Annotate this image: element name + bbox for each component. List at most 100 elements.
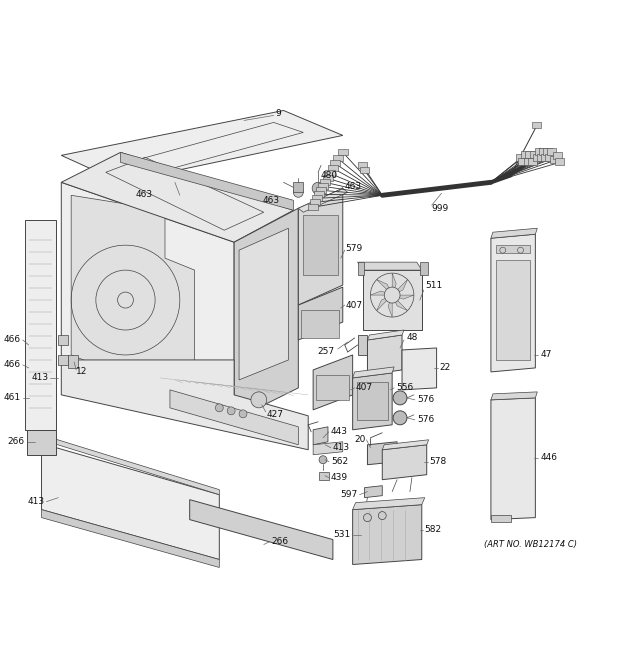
Polygon shape — [353, 498, 425, 510]
Text: 20: 20 — [354, 436, 365, 444]
Text: 427: 427 — [267, 410, 284, 419]
Circle shape — [378, 512, 386, 520]
Polygon shape — [353, 373, 392, 430]
Polygon shape — [353, 504, 422, 564]
Text: 266: 266 — [7, 438, 25, 446]
Bar — [330, 161, 340, 167]
Bar — [539, 148, 548, 155]
Text: 466: 466 — [4, 360, 21, 369]
Bar — [541, 155, 550, 161]
Polygon shape — [61, 182, 234, 420]
Polygon shape — [388, 295, 392, 317]
Polygon shape — [363, 270, 422, 330]
Bar — [545, 155, 554, 161]
Text: 582: 582 — [425, 525, 442, 534]
Polygon shape — [392, 273, 396, 295]
Text: 47: 47 — [540, 350, 552, 360]
Text: 576: 576 — [417, 415, 434, 424]
Circle shape — [384, 287, 400, 303]
Bar — [516, 155, 525, 161]
Text: 480: 480 — [321, 171, 338, 180]
Circle shape — [227, 407, 235, 415]
Text: 562: 562 — [331, 457, 348, 466]
Polygon shape — [61, 153, 293, 242]
Text: 463: 463 — [262, 196, 280, 205]
Polygon shape — [491, 228, 538, 238]
Polygon shape — [358, 262, 365, 275]
Polygon shape — [358, 262, 422, 270]
Bar — [308, 204, 318, 210]
Bar — [312, 195, 322, 201]
Text: 257: 257 — [317, 348, 335, 356]
Bar — [301, 310, 339, 338]
Polygon shape — [120, 153, 293, 210]
Bar — [316, 375, 348, 400]
Text: 439: 439 — [331, 473, 348, 482]
Circle shape — [363, 514, 371, 522]
Polygon shape — [68, 355, 78, 368]
Polygon shape — [358, 335, 368, 355]
Polygon shape — [313, 355, 353, 410]
Bar — [338, 149, 348, 155]
Text: 266: 266 — [272, 537, 289, 546]
Text: 407: 407 — [346, 301, 363, 309]
Bar — [360, 167, 370, 173]
Polygon shape — [190, 500, 333, 559]
Text: 531: 531 — [334, 530, 351, 539]
Polygon shape — [298, 188, 348, 212]
Circle shape — [251, 392, 267, 408]
Polygon shape — [170, 390, 298, 445]
Polygon shape — [27, 430, 56, 455]
Bar — [320, 179, 330, 185]
Text: 556: 556 — [396, 383, 414, 393]
Text: 413: 413 — [32, 373, 48, 383]
Bar — [333, 155, 343, 161]
Bar — [356, 382, 388, 420]
Text: 22: 22 — [440, 364, 451, 372]
Polygon shape — [368, 335, 402, 375]
Polygon shape — [293, 182, 303, 192]
Text: (ART NO. WB12174 C): (ART NO. WB12174 C) — [484, 540, 577, 549]
Bar — [521, 151, 529, 159]
Text: 597: 597 — [340, 490, 358, 499]
Polygon shape — [402, 348, 436, 390]
Bar — [318, 183, 328, 189]
Circle shape — [312, 182, 324, 194]
Bar — [533, 155, 542, 161]
Bar — [555, 159, 564, 165]
Polygon shape — [298, 287, 343, 340]
Circle shape — [393, 391, 407, 405]
Bar — [328, 165, 338, 171]
Text: 466: 466 — [4, 336, 21, 344]
Bar — [314, 191, 324, 197]
Polygon shape — [491, 234, 535, 372]
Polygon shape — [392, 295, 407, 311]
Polygon shape — [313, 427, 328, 445]
Bar — [323, 175, 333, 181]
Text: 48: 48 — [407, 334, 419, 342]
Polygon shape — [491, 398, 535, 520]
Text: 446: 446 — [540, 453, 557, 462]
Bar — [325, 171, 335, 176]
Text: 12: 12 — [76, 368, 87, 376]
Text: 413: 413 — [333, 444, 350, 452]
Text: 463: 463 — [136, 190, 153, 199]
Bar — [531, 151, 539, 159]
Polygon shape — [420, 262, 428, 275]
Polygon shape — [353, 367, 394, 378]
Polygon shape — [383, 445, 427, 480]
Bar — [538, 155, 546, 161]
Bar — [533, 122, 541, 128]
Text: 511: 511 — [426, 281, 443, 290]
Bar — [523, 159, 533, 165]
Bar — [496, 260, 531, 360]
Polygon shape — [58, 335, 68, 345]
Text: 461: 461 — [4, 393, 21, 403]
Text: 463: 463 — [345, 182, 362, 191]
Polygon shape — [319, 472, 329, 480]
Polygon shape — [58, 355, 68, 365]
Polygon shape — [313, 442, 343, 455]
Polygon shape — [25, 220, 56, 430]
Polygon shape — [298, 188, 343, 305]
Polygon shape — [234, 208, 298, 420]
